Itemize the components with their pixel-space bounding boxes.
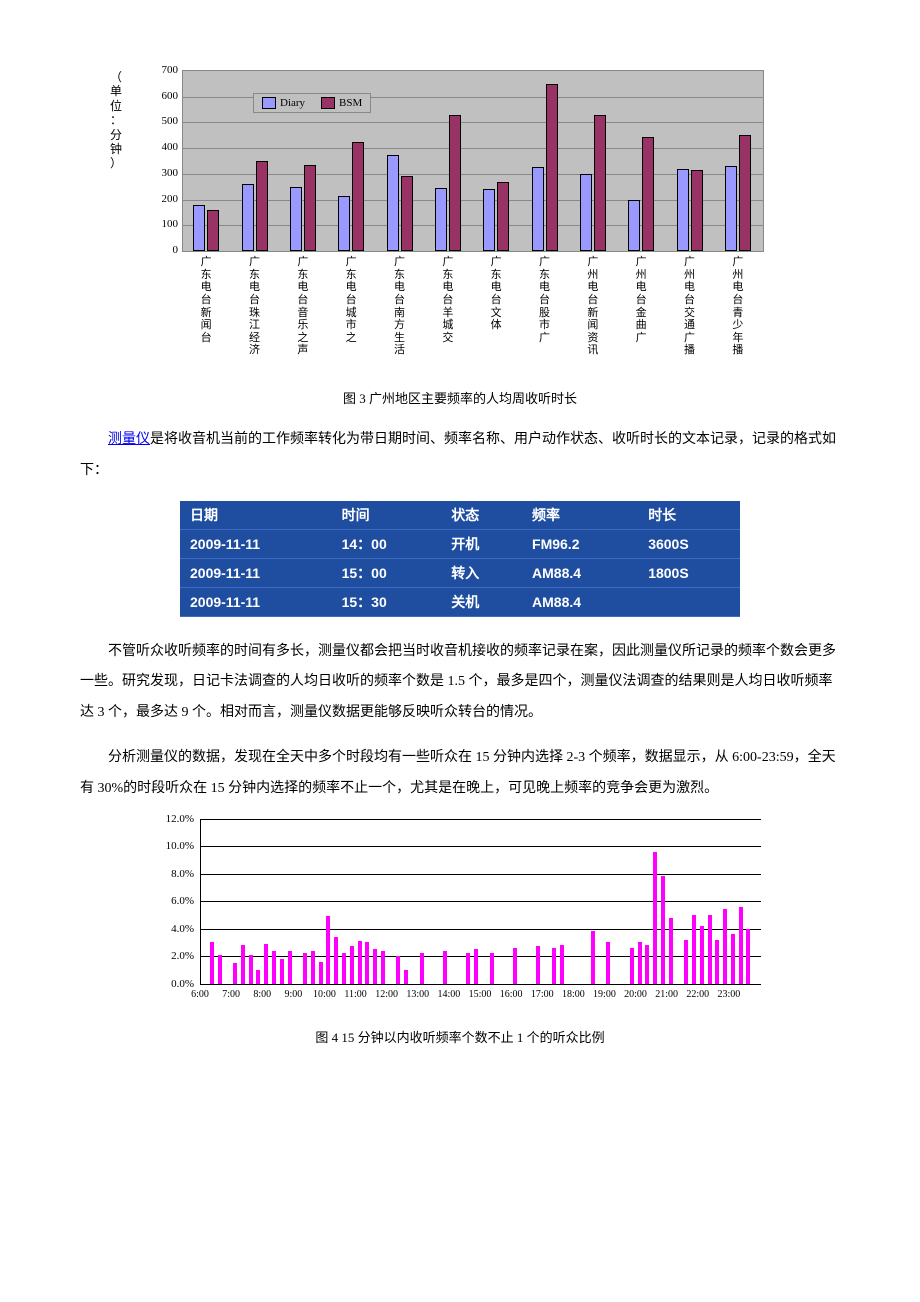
table-header: 频率 — [522, 501, 638, 530]
table-cell: AM88.4 — [522, 558, 638, 587]
chart1-plot: DiaryBSM — [182, 70, 764, 252]
measure-link[interactable]: 测量仪 — [108, 432, 150, 447]
table-cell: 开机 — [441, 529, 522, 558]
table-cell: FM96.2 — [522, 529, 638, 558]
table-row: 2009-11-1115：00转入AM88.41800S — [180, 558, 740, 587]
table-cell: 关机 — [441, 587, 522, 616]
table-header: 状态 — [441, 501, 522, 530]
weekly-listening-chart: （单位：分钟） DiaryBSM — [140, 60, 780, 380]
table-header: 日期 — [180, 501, 332, 530]
table-cell: 14：00 — [332, 529, 442, 558]
table-header: 时间 — [332, 501, 442, 530]
table-header-row: 日期时间状态频率时长 — [180, 501, 740, 530]
chart2-caption: 图 4 15 分钟以内收听频率个数不止 1 个的听众比例 — [80, 1027, 840, 1046]
paragraph-2: 不管听众收听频率的时间有多长，测量仪都会把当时收音机接收的频率记录在案，因此测量… — [80, 637, 840, 729]
table-cell: 15：00 — [332, 558, 442, 587]
y-axis-label: （单位：分钟） — [110, 70, 122, 171]
table-cell: 2009-11-11 — [180, 558, 332, 587]
table-cell: 2009-11-11 — [180, 587, 332, 616]
table-cell: 转入 — [441, 558, 522, 587]
table-cell: 2009-11-11 — [180, 529, 332, 558]
chart1-caption: 图 3 广州地区主要频率的人均周收听时长 — [80, 388, 840, 407]
table-row: 2009-11-1114：00开机FM96.23600S — [180, 529, 740, 558]
table-cell: AM88.4 — [522, 587, 638, 616]
chart2-plot — [200, 819, 761, 985]
chart1-legend: DiaryBSM — [253, 93, 371, 113]
quarter-hour-chart: 0.0%2.0%4.0%6.0%8.0%10.0%12.0% 6:007:008… — [150, 819, 770, 1019]
intro-text: 是将收音机当前的工作频率转化为带日期时间、频率名称、用户动作状态、收听时长的文本… — [80, 432, 836, 478]
record-format-table: 日期时间状态频率时长 2009-11-1114：00开机FM96.23600S2… — [180, 501, 740, 617]
table-cell — [638, 587, 740, 616]
intro-paragraph: 测量仪是将收音机当前的工作频率转化为带日期时间、频率名称、用户动作状态、收听时长… — [80, 425, 840, 487]
table-cell: 1800S — [638, 558, 740, 587]
paragraph-3: 分析测量仪的数据，发现在全天中多个时段均有一些听众在 15 分钟内选择 2-3 … — [80, 743, 840, 805]
table-header: 时长 — [638, 501, 740, 530]
table-cell: 3600S — [638, 529, 740, 558]
table-cell: 15：30 — [332, 587, 442, 616]
table-row: 2009-11-1115：30关机AM88.4 — [180, 587, 740, 616]
